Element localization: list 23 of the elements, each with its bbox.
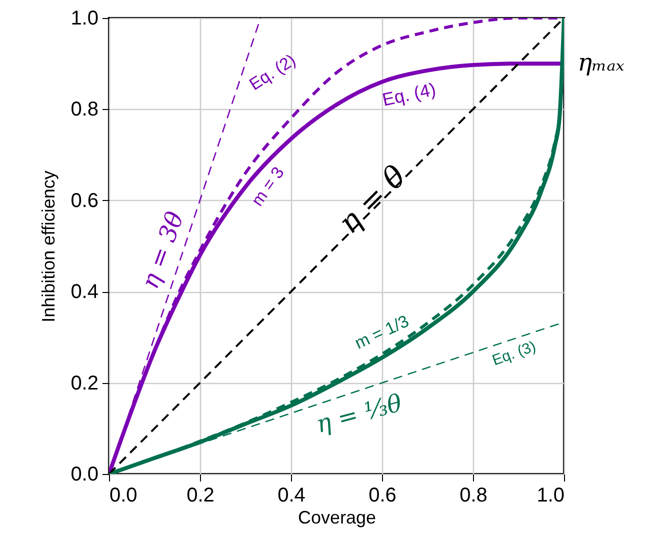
annotation: η = θ [332, 159, 414, 241]
annotation: Eq. (2) [246, 50, 300, 94]
y-tick-label: 0.4 [70, 281, 98, 304]
y-tick-label: 0.2 [70, 372, 98, 394]
x-tick-label: 0.8 [460, 484, 488, 506]
y-tick-label: 0.8 [70, 98, 98, 121]
x-tick-label: 0.6 [368, 484, 396, 506]
x-tick-label: 0.2 [186, 484, 214, 506]
x-tick-label: 0.0 [110, 484, 138, 506]
annotation: Eq. (3) [490, 338, 538, 370]
x-axis-title: Coverage [298, 508, 376, 528]
y-tick-label: 1.0 [70, 8, 98, 30]
x-tick-label: 0.4 [278, 484, 306, 506]
annotation: m = 1/3 [352, 311, 412, 353]
annotation: η = ⅓θ [313, 388, 406, 439]
y-tick-label: 0.6 [70, 190, 98, 212]
annotation: η = 3θ [136, 208, 190, 292]
annotation: m = 3 [248, 163, 288, 210]
text: ηₘₐₓ [578, 48, 625, 77]
y-axis-title: Inhibition efficiency [38, 170, 59, 322]
annotation: Eq. (4) [380, 79, 438, 110]
y-tick-label: 0.0 [70, 464, 98, 486]
x-tick-label: 1.0 [536, 484, 564, 506]
